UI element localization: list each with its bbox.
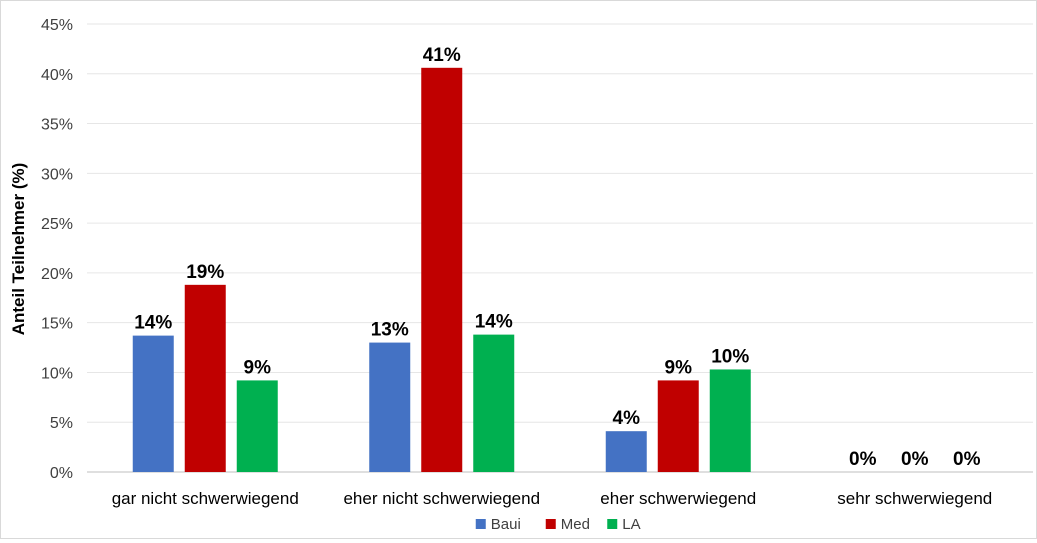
bar-med xyxy=(185,285,226,472)
bar-la xyxy=(473,335,514,472)
data-label: 13% xyxy=(371,320,409,341)
y-tick-label: 40% xyxy=(41,67,73,84)
y-tick-label: 45% xyxy=(41,17,73,34)
y-tick-label: 5% xyxy=(50,415,73,432)
category-label: eher schwerwiegend xyxy=(600,489,756,508)
data-label: 0% xyxy=(901,449,929,470)
category-label: eher nicht schwerwiegend xyxy=(343,489,540,508)
bar-med xyxy=(421,68,462,472)
data-label: 41% xyxy=(423,45,461,66)
category-label: gar nicht schwerwiegend xyxy=(112,489,299,508)
legend-label: LA xyxy=(622,516,640,533)
y-tick-label: 30% xyxy=(41,166,73,183)
y-tick-label: 15% xyxy=(41,316,73,333)
legend-swatch-baui xyxy=(476,519,486,529)
legend-swatch-la xyxy=(607,519,617,529)
y-tick-label: 35% xyxy=(41,117,73,134)
data-label: 0% xyxy=(953,449,981,470)
legend-label: Baui xyxy=(491,516,521,533)
legend-label: Med xyxy=(561,516,590,533)
y-tick-label: 20% xyxy=(41,266,73,283)
y-tick-label: 25% xyxy=(41,216,73,233)
y-axis-ticks: 0% 5% 10% 15% 20% 25% 30% 35% 40% 45% xyxy=(41,17,73,482)
bar-baui xyxy=(133,336,174,472)
data-label: 4% xyxy=(613,408,641,429)
gridlines xyxy=(87,24,1033,472)
x-axis-categories: gar nicht schwerwiegend eher nicht schwer… xyxy=(112,489,993,508)
bar-med xyxy=(658,380,699,472)
y-tick-label: 10% xyxy=(41,365,73,382)
data-label: 10% xyxy=(711,346,749,367)
legend-swatch-med xyxy=(546,519,556,529)
bar-baui xyxy=(369,343,410,472)
y-axis-title: Anteil Teilnehmer (%) xyxy=(9,163,28,336)
bar-la xyxy=(237,380,278,472)
data-label: 14% xyxy=(475,312,513,333)
bar-baui xyxy=(606,431,647,472)
category-label: sehr schwerwiegend xyxy=(837,489,992,508)
legend: Baui Med LA xyxy=(476,516,641,533)
bar-la xyxy=(710,369,751,472)
bars xyxy=(133,68,751,472)
data-label: 19% xyxy=(186,262,224,283)
data-label: 9% xyxy=(244,357,272,378)
data-label: 9% xyxy=(665,357,693,378)
data-label: 0% xyxy=(849,449,877,470)
data-label: 14% xyxy=(134,313,172,334)
y-tick-label: 0% xyxy=(50,465,73,482)
